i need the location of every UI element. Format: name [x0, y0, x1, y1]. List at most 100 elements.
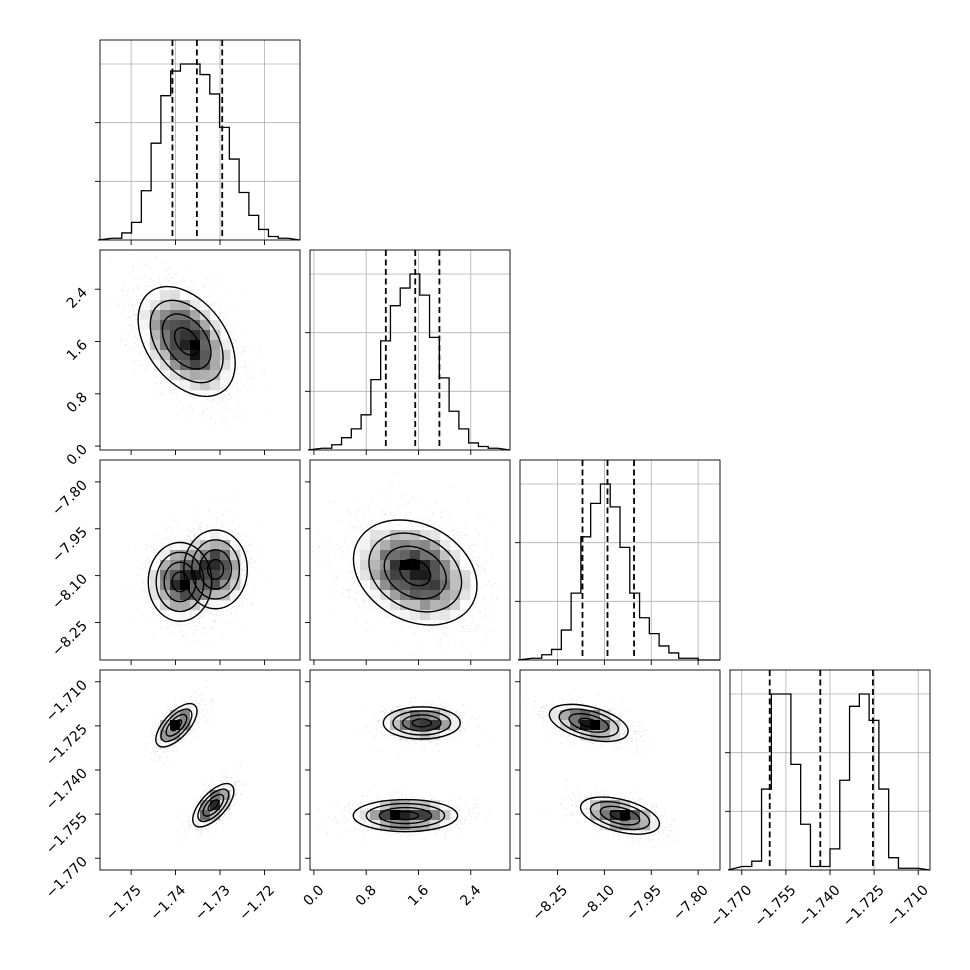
density-cell: [180, 300, 191, 311]
density-cell: [460, 570, 471, 581]
density-cell: [610, 800, 621, 811]
density-cell: [610, 720, 621, 731]
density-cell: [200, 330, 211, 341]
density-cell: [150, 290, 161, 301]
density-cell: [140, 310, 151, 321]
contour-line: [568, 712, 610, 733]
panel-background: [520, 670, 720, 870]
density-cell: [400, 720, 411, 731]
density-cell: [390, 710, 401, 721]
density-cell: [610, 730, 621, 741]
density-panel-1-0: [99, 249, 301, 451]
density-cell: [440, 590, 451, 601]
contour-line: [192, 782, 235, 828]
density-cell: [400, 810, 411, 821]
density-cell: [140, 330, 151, 341]
density-cell: [630, 820, 641, 831]
density-cell: [380, 810, 391, 821]
contour-line: [160, 708, 193, 743]
panel-frame: [99, 249, 301, 451]
contour-line: [382, 706, 461, 740]
density-cell: [210, 360, 221, 371]
density-cell: [160, 590, 171, 601]
y-tick-label: −1.755: [43, 810, 91, 858]
density-cell: [390, 810, 401, 821]
contour-line: [207, 799, 220, 812]
density-cell: [400, 580, 411, 591]
contour-line: [171, 571, 189, 593]
density-cell: [550, 710, 561, 721]
y-tick-label: −8.25: [49, 618, 91, 660]
density-cell: [210, 320, 221, 331]
density-cell: [400, 710, 411, 721]
density-cell: [170, 550, 181, 561]
density-cell: [430, 720, 441, 731]
density-cell: [180, 580, 191, 591]
density-cell: [220, 370, 231, 381]
density-cell: [420, 590, 431, 601]
density-cell: [380, 820, 391, 831]
density-cell: [420, 610, 431, 621]
density-cell: [190, 350, 201, 361]
density-panel-2-1: [309, 459, 511, 661]
density-cell: [590, 810, 601, 821]
contour-line: [579, 796, 661, 835]
density-cell: [420, 530, 431, 541]
y-tick-label: −1.770: [43, 854, 91, 902]
density-cell: [210, 340, 221, 351]
density-cell: [380, 530, 391, 541]
y-tick-label: 0.8: [64, 389, 91, 416]
density-cell: [580, 720, 591, 731]
density-cell: [180, 540, 191, 551]
density-cell: [190, 360, 201, 371]
x-tick-label: −8.10: [576, 882, 618, 924]
density-panel-3-2: [519, 669, 721, 871]
density-cell: [220, 540, 231, 551]
contour-line: [378, 806, 433, 825]
density-content: [143, 679, 248, 844]
density-cell: [390, 800, 401, 811]
contour-line: [609, 810, 631, 821]
contour-line: [183, 529, 248, 610]
density-cell: [150, 310, 161, 321]
density-cell: [170, 590, 181, 601]
density-cell: [390, 720, 401, 731]
density-cell: [140, 320, 151, 331]
density-cell: [390, 580, 401, 591]
density-cell: [210, 790, 221, 801]
density-cell: [620, 810, 631, 821]
density-cell: [380, 570, 391, 581]
density-cell: [210, 330, 221, 341]
contour-line: [365, 802, 446, 829]
density-cell: [460, 590, 471, 601]
density-cell: [440, 820, 451, 831]
histogram-step: [517, 483, 720, 661]
density-cell: [160, 550, 171, 561]
density-cell: [150, 320, 161, 331]
density-cell: [180, 350, 191, 361]
density-cell: [210, 550, 221, 561]
contour-line: [202, 793, 225, 817]
density-cell: [180, 610, 191, 621]
panel-background: [520, 460, 720, 660]
density-cell: [390, 600, 401, 611]
density-cell: [220, 350, 231, 361]
density-cell: [650, 820, 661, 831]
x-tick-label: −7.80: [670, 882, 712, 924]
density-cell: [430, 540, 441, 551]
density-cell: [210, 380, 221, 391]
density-cell: [450, 580, 461, 591]
density-cell: [230, 560, 241, 571]
contour-line: [411, 718, 433, 728]
density-cell: [450, 600, 461, 611]
density-cell: [160, 320, 171, 331]
density-cell: [180, 320, 191, 331]
y-tick-label: −8.10: [49, 571, 91, 613]
histogram-step: [727, 693, 931, 871]
density-cell: [440, 720, 451, 731]
contour-line: [548, 703, 629, 743]
contour-line: [589, 800, 651, 831]
density-cell: [430, 570, 441, 581]
density-cell: [380, 520, 391, 531]
density-cell: [380, 550, 391, 561]
